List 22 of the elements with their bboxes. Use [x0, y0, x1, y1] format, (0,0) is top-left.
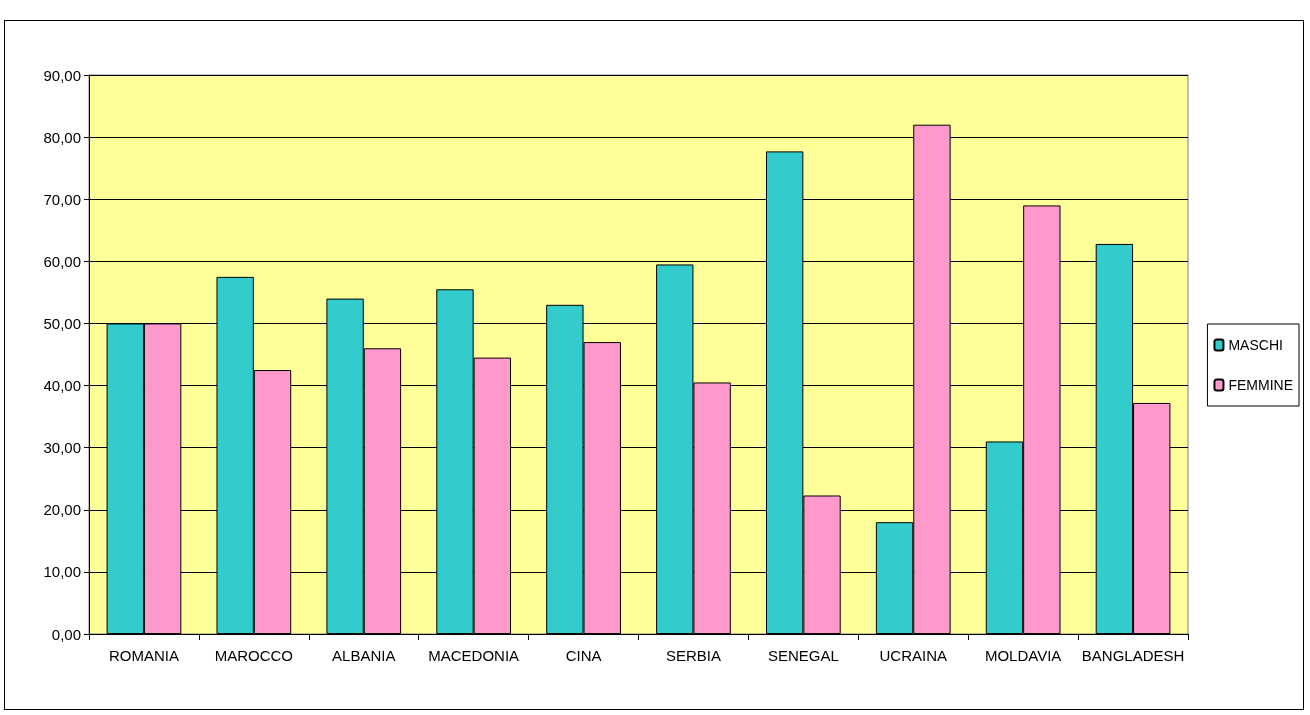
x-tick-label: MOLDAVIA: [984, 647, 1062, 664]
legend-label: MASCHI: [1228, 337, 1283, 353]
x-tick-label: ALBANIA: [332, 647, 396, 664]
y-tick-label: 40,00: [43, 377, 81, 395]
y-tick-label: 60,00: [43, 252, 81, 270]
x-tick-label: SENEGAL: [767, 647, 839, 664]
x-tick-label: UCRAINA: [879, 647, 948, 664]
y-tick-label: 50,00: [43, 314, 81, 332]
y-tick-label: 90,00: [43, 66, 81, 84]
y-tick-label: 70,00: [43, 190, 81, 208]
y-tick-label: 0,00: [51, 625, 81, 643]
x-tick-label: MACEDONIA: [428, 647, 520, 664]
x-tick-label: BANGLADESH: [1081, 647, 1185, 664]
y-tick-label: 20,00: [43, 501, 81, 519]
y-tick-label: 80,00: [43, 128, 81, 146]
legend-label: FEMMINE: [1228, 377, 1294, 393]
y-tick-label: 10,00: [43, 563, 81, 581]
x-tick-label: SERBIA: [665, 647, 721, 664]
x-tick-label: MAROCCO: [214, 647, 294, 664]
x-tick-label: CINA: [565, 647, 602, 664]
x-tick-label: ROMANIA: [108, 647, 179, 664]
y-tick-label: 30,00: [43, 439, 81, 457]
